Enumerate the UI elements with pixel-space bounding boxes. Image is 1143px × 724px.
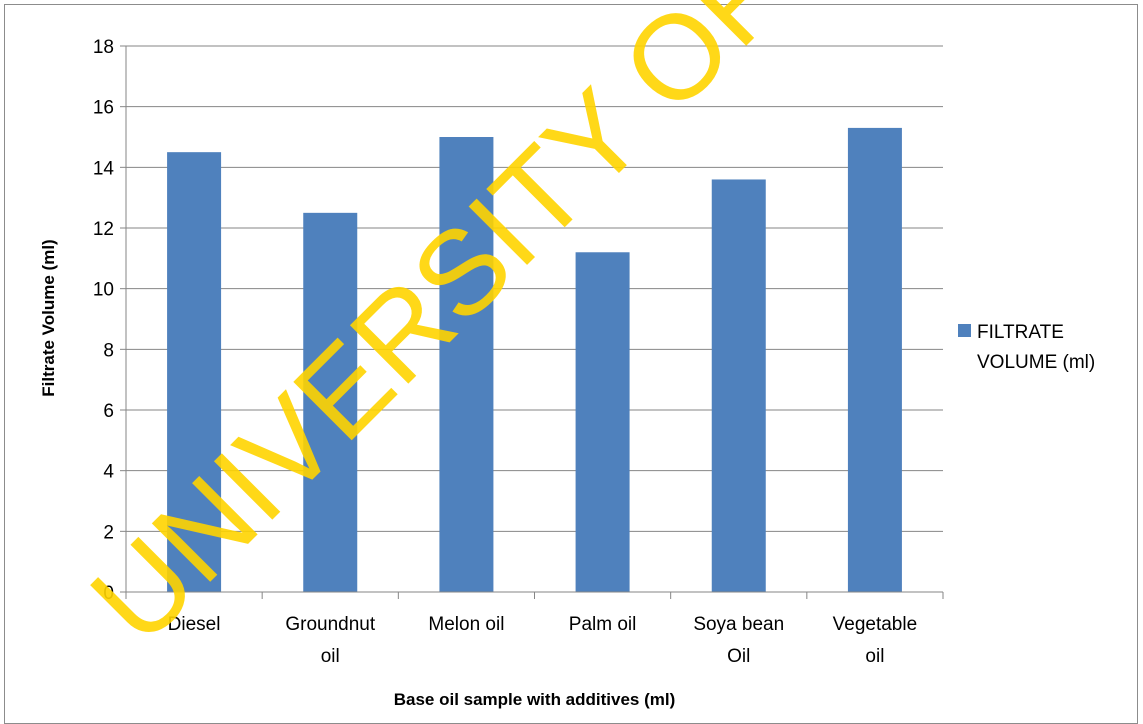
y-tick-label: 6 xyxy=(103,401,114,422)
x-tick-label: Soya bean Oil xyxy=(693,614,784,667)
y-tick-label: 0 xyxy=(103,583,114,604)
bar xyxy=(847,127,902,593)
gridlines xyxy=(120,45,943,593)
bar xyxy=(439,137,494,592)
legend-label: FILTRATE VOLUME (ml) xyxy=(977,322,1095,373)
axes xyxy=(125,46,944,599)
y-tick-label: 10 xyxy=(93,280,114,301)
y-tick-label: 14 xyxy=(93,158,115,179)
legend-swatch xyxy=(958,324,971,337)
x-axis-title: Base oil sample with additives (ml) xyxy=(394,690,676,709)
y-tick-label: 16 xyxy=(93,98,114,119)
y-tick-label: 12 xyxy=(93,219,114,240)
bar xyxy=(167,152,222,592)
bar xyxy=(711,179,766,592)
x-tick-label: Melon oil xyxy=(428,614,504,635)
legend: FILTRATE VOLUME (ml) xyxy=(958,322,1095,373)
y-tick-label: 8 xyxy=(103,340,114,361)
bars xyxy=(167,127,902,593)
y-tick-label: 18 xyxy=(93,37,114,58)
x-tick-label: Vegetable oil xyxy=(833,614,918,667)
y-axis-title: Filtrate Volume (ml) xyxy=(39,239,58,396)
x-tick-label: Diesel xyxy=(168,614,221,635)
y-tick-labels: 0 2 4 6 8 10 12 14 16 18 xyxy=(93,37,115,604)
x-tick-label: Groundnut oil xyxy=(285,614,376,667)
x-tick-labels: Diesel Groundnut oil Melon oil Palm oil Soya … xyxy=(168,614,918,667)
bar xyxy=(303,212,358,593)
x-tick-label: Palm oil xyxy=(569,614,637,635)
y-tick-label: 2 xyxy=(103,522,114,543)
y-tick-label: 4 xyxy=(103,462,114,483)
bar xyxy=(575,252,630,592)
